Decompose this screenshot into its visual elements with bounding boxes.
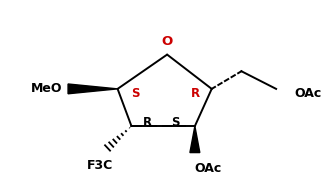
Text: R: R	[143, 116, 152, 129]
Text: S: S	[171, 116, 179, 129]
Polygon shape	[190, 126, 200, 153]
Text: R: R	[191, 87, 200, 100]
Text: MeO: MeO	[31, 82, 62, 95]
Text: OAc: OAc	[195, 162, 222, 175]
Polygon shape	[68, 84, 117, 94]
Text: F3C: F3C	[87, 159, 113, 172]
Text: OAc: OAc	[294, 87, 321, 100]
Text: O: O	[162, 35, 173, 48]
Text: S: S	[131, 87, 140, 100]
